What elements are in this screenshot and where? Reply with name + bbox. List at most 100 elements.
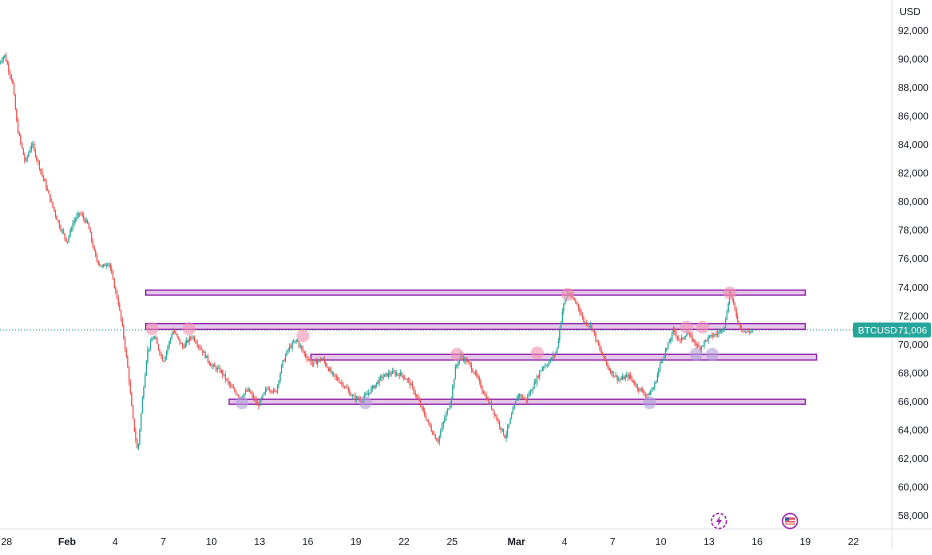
candle[interactable] [601, 351, 604, 356]
candle[interactable] [79, 212, 81, 218]
candle[interactable] [390, 370, 392, 377]
candle[interactable] [393, 368, 395, 373]
candle[interactable] [449, 401, 451, 410]
candle[interactable] [338, 376, 340, 384]
candle[interactable] [402, 375, 404, 382]
candle[interactable] [577, 303, 580, 312]
candle[interactable] [711, 331, 713, 340]
candle[interactable] [208, 360, 210, 366]
candle[interactable] [77, 210, 79, 219]
time-axis[interactable]: 28 Feb 4 7 10 13 16 19 22 25 Mar 4 7 10 13 16 19 22 [1, 537, 859, 548]
candle[interactable] [131, 391, 133, 407]
candle[interactable] [525, 398, 527, 404]
candle[interactable] [128, 366, 130, 386]
candle[interactable] [311, 360, 313, 367]
candle[interactable] [330, 366, 332, 375]
candle[interactable] [418, 395, 420, 402]
candle[interactable] [321, 357, 323, 361]
candle[interactable] [453, 378, 455, 389]
candle[interactable] [119, 301, 121, 311]
candle[interactable] [745, 330, 747, 334]
candle[interactable] [299, 342, 301, 349]
candle[interactable] [442, 421, 444, 430]
candle[interactable] [93, 245, 95, 252]
candle[interactable] [235, 390, 237, 396]
candle[interactable] [92, 238, 94, 249]
candle[interactable] [120, 309, 122, 322]
candle[interactable] [476, 369, 478, 378]
candle[interactable] [707, 334, 709, 344]
candle[interactable] [488, 396, 490, 405]
candle[interactable] [179, 338, 181, 346]
candle[interactable] [294, 340, 296, 344]
candle[interactable] [548, 359, 550, 367]
candle[interactable] [231, 383, 233, 388]
candle[interactable] [694, 339, 696, 346]
candle[interactable] [60, 224, 62, 233]
candle[interactable] [301, 345, 303, 352]
candle[interactable] [223, 374, 225, 377]
candle[interactable] [710, 334, 712, 339]
candle[interactable] [9, 69, 11, 79]
candle[interactable] [248, 388, 250, 393]
candle[interactable] [163, 360, 165, 363]
candle[interactable] [468, 359, 470, 365]
candle[interactable] [50, 198, 53, 203]
candle[interactable] [204, 351, 206, 359]
candle[interactable] [287, 347, 289, 354]
candle[interactable] [698, 341, 700, 348]
candle[interactable] [382, 373, 384, 381]
candle[interactable] [306, 353, 308, 363]
candle[interactable] [224, 371, 226, 383]
candle[interactable] [274, 388, 276, 393]
candle[interactable] [70, 225, 73, 233]
candle[interactable] [108, 262, 110, 268]
candle[interactable] [38, 160, 40, 172]
flag-icon[interactable] [781, 512, 799, 530]
plot-area[interactable] [0, 52, 892, 451]
candle[interactable] [452, 384, 454, 400]
candle[interactable] [13, 81, 15, 96]
candle[interactable] [228, 380, 230, 388]
candle[interactable] [560, 321, 562, 330]
candle[interactable] [521, 394, 523, 400]
candle[interactable] [175, 330, 177, 335]
candle[interactable] [157, 343, 160, 351]
candle[interactable] [604, 355, 606, 362]
candle[interactable] [555, 351, 557, 357]
candle[interactable] [528, 391, 530, 398]
candle[interactable] [704, 339, 707, 343]
candle[interactable] [424, 407, 426, 418]
candle[interactable] [271, 390, 273, 394]
candle[interactable] [672, 325, 674, 335]
candle[interactable] [575, 298, 577, 305]
candle[interactable] [504, 434, 506, 439]
candle[interactable] [584, 321, 586, 325]
candle[interactable] [180, 342, 182, 345]
candle[interactable] [684, 335, 687, 341]
candle[interactable] [660, 358, 662, 364]
candle[interactable] [717, 330, 719, 338]
candle[interactable] [370, 385, 372, 394]
candle[interactable] [412, 380, 414, 390]
candle[interactable] [113, 277, 115, 289]
candle[interactable] [662, 358, 664, 364]
candle[interactable] [107, 262, 109, 267]
candle[interactable] [484, 390, 486, 397]
candle[interactable] [259, 398, 261, 407]
candle[interactable] [36, 155, 38, 163]
candle[interactable] [353, 394, 355, 397]
candle[interactable] [218, 364, 220, 369]
candle[interactable] [595, 331, 597, 343]
candle[interactable] [715, 330, 717, 338]
candle[interactable] [34, 148, 36, 159]
candle[interactable] [260, 396, 263, 402]
candle[interactable] [469, 361, 471, 368]
candle[interactable] [339, 381, 341, 384]
candle[interactable] [25, 157, 27, 163]
candle[interactable] [523, 397, 525, 399]
candle[interactable] [183, 344, 185, 350]
candle[interactable] [275, 390, 277, 393]
candle[interactable] [421, 405, 423, 411]
candle[interactable] [397, 373, 399, 377]
